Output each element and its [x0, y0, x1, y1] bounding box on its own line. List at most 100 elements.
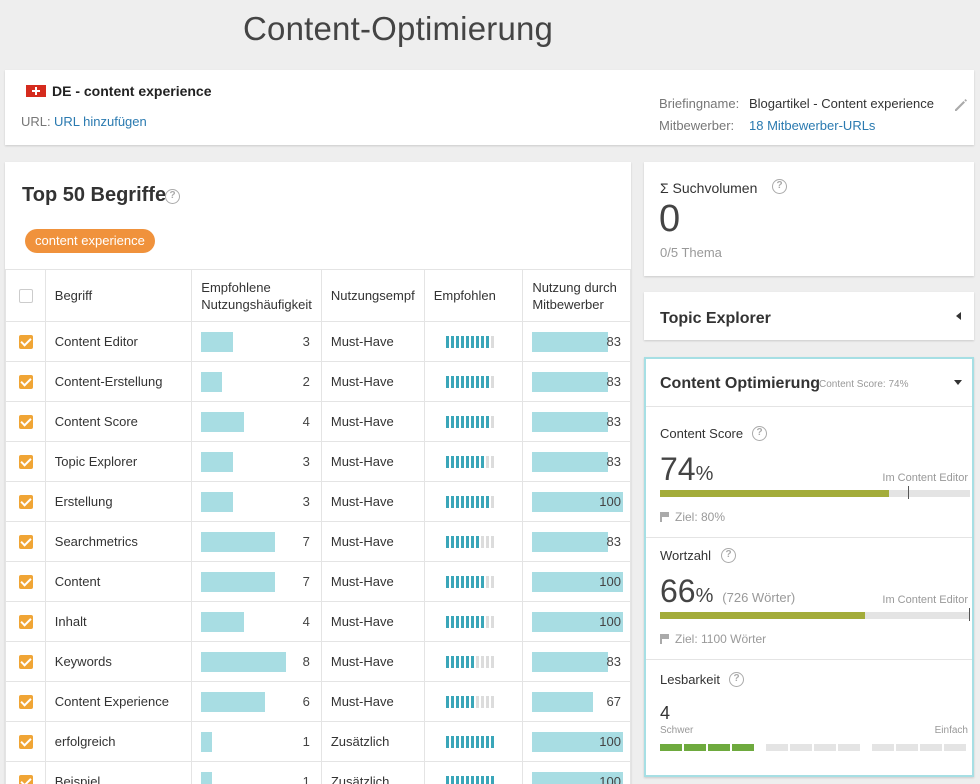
- competitor-value: 100: [599, 773, 621, 784]
- frequency-cell: 4: [191, 601, 322, 642]
- search-volume-title: Σ Suchvolumen: [660, 180, 758, 196]
- frequency-bar: [201, 571, 276, 592]
- term-cell: Inhalt: [44, 601, 193, 642]
- content-score-goal-marker: [908, 486, 909, 499]
- row-checkbox[interactable]: [19, 574, 33, 589]
- content-score-progress: [660, 486, 970, 499]
- usage-cell: Must-Have: [320, 481, 425, 522]
- recommended-segment: [445, 575, 449, 588]
- usage-cell: Must-Have: [320, 361, 425, 402]
- table-row[interactable]: Content Experience 6 Must-Have 67: [5, 681, 631, 722]
- term-cell: Content-Erstellung: [44, 361, 193, 402]
- caret-left-icon[interactable]: [956, 312, 961, 320]
- column-header-recommended[interactable]: Empfohlen: [423, 269, 524, 322]
- recommended-segment: [455, 455, 459, 468]
- keyword-tag[interactable]: content experience: [25, 229, 155, 253]
- row-checkbox[interactable]: [19, 454, 33, 469]
- content-optimization-panel: Content Optimierung Content Score: 74% C…: [644, 357, 974, 777]
- table-row[interactable]: Content-Erstellung 2 Must-Have 83: [5, 361, 631, 402]
- table-header-row: Begriff Empfohlene Nutzungshäufigkeit Nu…: [5, 269, 631, 322]
- table-row[interactable]: Searchmetrics 7 Must-Have 83: [5, 521, 631, 562]
- row-checkbox[interactable]: [19, 334, 33, 349]
- divider: [646, 406, 972, 407]
- row-checkbox[interactable]: [19, 734, 33, 749]
- term-cell: Topic Explorer: [44, 441, 193, 482]
- frequency-bar: [201, 531, 276, 552]
- edit-pencil-icon[interactable]: [953, 97, 969, 113]
- usage-cell: Must-Have: [320, 601, 425, 642]
- competitor-bar-wrap: 83: [532, 371, 621, 392]
- project-header-card: DE - content experience URL: URL hinzufü…: [5, 70, 974, 145]
- help-icon[interactable]: ?: [772, 179, 787, 194]
- recommended-segment: [450, 415, 454, 428]
- recommended-segment: [465, 375, 469, 388]
- recommended-segment: [485, 575, 489, 588]
- row-checkbox[interactable]: [19, 654, 33, 669]
- table-row[interactable]: Content Score 4 Must-Have 83: [5, 401, 631, 442]
- recommended-cell: [423, 641, 524, 682]
- recommended-segment: [480, 415, 484, 428]
- help-icon[interactable]: ?: [752, 426, 767, 441]
- competitor-value: 100: [599, 573, 621, 589]
- table-row[interactable]: Content 7 Must-Have 100: [5, 561, 631, 602]
- table-row[interactable]: Keywords 8 Must-Have 83: [5, 641, 631, 682]
- caret-down-icon[interactable]: [954, 380, 962, 385]
- recommended-segment: [455, 335, 459, 348]
- frequency-value: 1: [302, 773, 310, 784]
- help-icon[interactable]: ?: [165, 189, 180, 204]
- recommended-segment: [455, 415, 459, 428]
- column-header-usage[interactable]: Nutzungsempf: [320, 269, 425, 322]
- recommended-segment: [465, 655, 469, 668]
- competitor-bar-wrap: 83: [532, 651, 621, 672]
- recommended-segment: [460, 575, 464, 588]
- frequency-bar-wrap: 1: [201, 771, 312, 784]
- content-optimization-title[interactable]: Content Optimierung: [660, 375, 820, 392]
- row-checkbox[interactable]: [19, 614, 33, 629]
- readability-value: 4: [660, 703, 671, 723]
- table-row[interactable]: Content Editor 3 Must-Have 83: [5, 321, 631, 362]
- competitor-bar-wrap: 100: [532, 571, 624, 592]
- recommended-segment: [480, 335, 484, 348]
- row-checkbox[interactable]: [19, 534, 33, 549]
- recommended-segment: [470, 455, 474, 468]
- table-row[interactable]: erfolgreich 1 Zusätzlich 100: [5, 721, 631, 762]
- word-count-value: 66% (726 Wörter): [660, 573, 796, 609]
- recommended-segment: [475, 495, 479, 508]
- row-checkbox[interactable]: [19, 414, 33, 429]
- frequency-bar-wrap: 3: [201, 491, 312, 512]
- row-checkbox[interactable]: [19, 494, 33, 509]
- recommended-cell: [423, 601, 524, 642]
- recommended-segment: [460, 775, 464, 784]
- term-cell: Content Score: [44, 401, 193, 442]
- recommended-segment: [490, 375, 494, 388]
- frequency-bar: [201, 491, 234, 512]
- table-row[interactable]: Beispiel 1 Zusätzlich 100: [5, 761, 631, 784]
- row-checkbox[interactable]: [19, 694, 33, 709]
- table-row[interactable]: Inhalt 4 Must-Have 100: [5, 601, 631, 642]
- recommended-segment: [460, 695, 464, 708]
- row-checkbox[interactable]: [19, 774, 33, 784]
- table-row[interactable]: Topic Explorer 3 Must-Have 83: [5, 441, 631, 482]
- frequency-cell: 8: [191, 641, 322, 682]
- recommended-segment: [470, 375, 474, 388]
- search-volume-card: Σ Suchvolumen ? 0 0/5 Thema: [644, 162, 974, 276]
- help-icon[interactable]: ?: [729, 672, 744, 687]
- recommended-segment: [445, 335, 449, 348]
- recommended-segment: [465, 535, 469, 548]
- column-header-term[interactable]: Begriff: [44, 269, 193, 322]
- column-header-competitor-usage[interactable]: Nutzung durch Mitbewerber: [522, 269, 631, 322]
- competitors-link[interactable]: 18 Mitbewerber-URLs: [749, 118, 876, 133]
- topic-explorer-panel[interactable]: Topic Explorer: [644, 292, 974, 340]
- content-score-goal: Ziel: 80%: [660, 510, 725, 524]
- help-icon[interactable]: ?: [721, 548, 736, 563]
- select-all-checkbox[interactable]: [19, 288, 33, 303]
- recommended-segment: [490, 415, 494, 428]
- column-header-frequency[interactable]: Empfohlene Nutzungshäufigkeit: [191, 269, 322, 322]
- recommended-segment: [465, 495, 469, 508]
- row-checkbox[interactable]: [19, 374, 33, 389]
- table-row[interactable]: Erstellung 3 Must-Have 100: [5, 481, 631, 522]
- frequency-bar: [201, 731, 213, 752]
- add-url-link[interactable]: URL hinzufügen: [54, 114, 147, 129]
- recommended-segment: [485, 455, 489, 468]
- frequency-cell: 3: [191, 441, 322, 482]
